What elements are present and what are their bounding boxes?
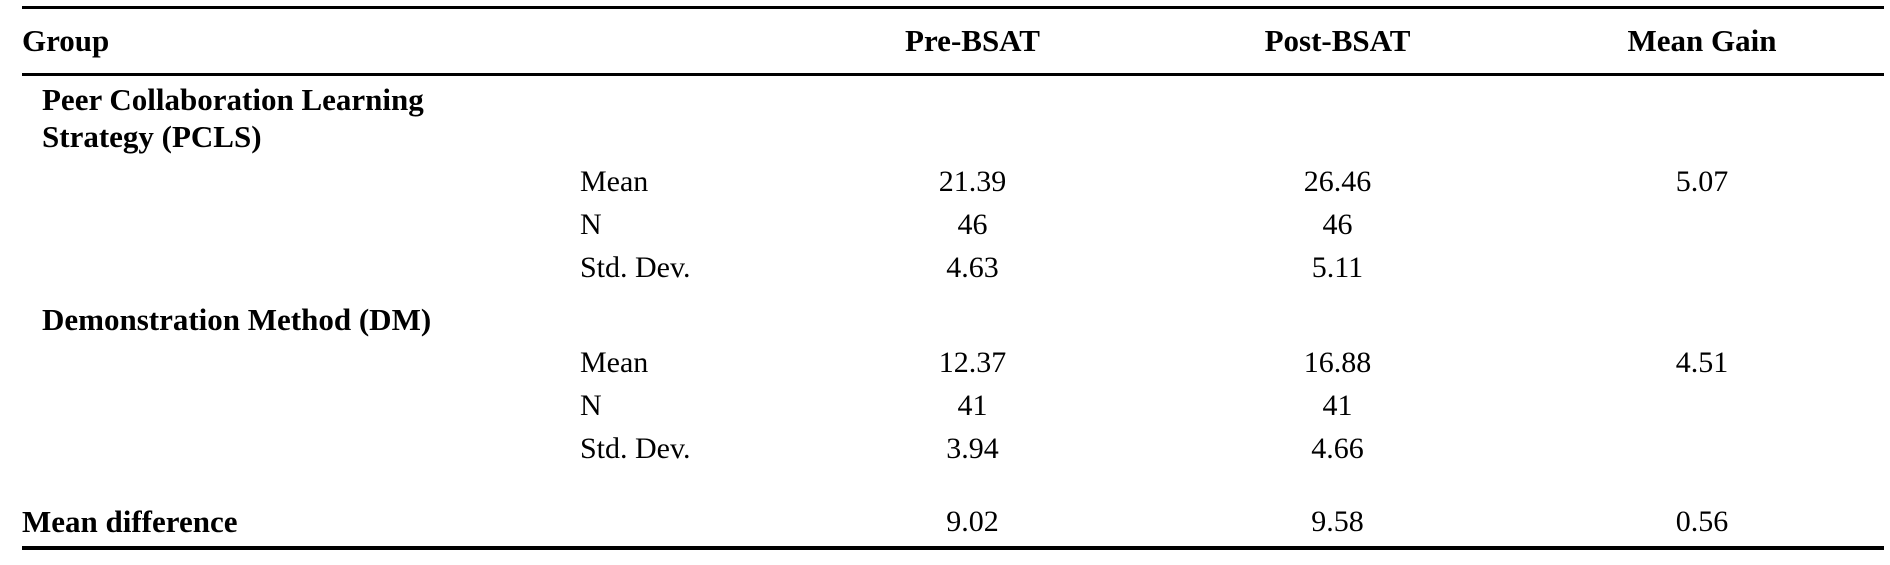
empty-cell [22,341,580,384]
group-name-pcls: Peer Collaboration Learning Strategy (PC… [42,82,424,154]
value-meandiff-post: 9.58 [1155,498,1520,550]
table-header-row: Group Pre-BSAT Post-BSAT Mean Gain [22,6,1884,76]
stat-label-n: N [580,207,602,241]
empty-cell [22,246,580,289]
summary-label: Mean difference [22,498,580,550]
group-row-dm: Demonstration Method (DM) [22,289,1884,341]
stat-row-pcls-mean: Mean 21.39 26.46 5.07 [22,160,1884,203]
value-dm-mean-pre: 12.37 [938,345,1007,379]
stat-label-mean: Mean [580,164,649,198]
value-pcls-stddev-pre: 4.63 [946,250,999,284]
stat-row-pcls-n: N 46 46 [22,203,1884,246]
value-dm-mean-post: 16.88 [1303,345,1372,379]
value-pcls-n-pre: 46 [957,207,988,241]
value-pcls-n-post: 46 [1322,207,1353,241]
bsat-results-table: Group Pre-BSAT Post-BSAT Mean Gain Peer … [22,6,1884,550]
stat-row-dm-n: N 41 41 [22,384,1884,427]
empty-cell [22,160,580,203]
column-header-mean-gain: Mean Gain [1520,6,1884,76]
value-pcls-stddev-gain [1520,246,1884,289]
summary-row-mean-difference: Mean difference 9.02 9.58 0.56 [22,498,1884,550]
group-row-pcls: Peer Collaboration Learning Strategy (PC… [22,75,1884,161]
value-dm-n-gain [1520,384,1884,427]
value-dm-stddev-pre: 3.94 [946,431,999,465]
value-pcls-n-gain [1520,203,1884,246]
value-pcls-mean-post: 26.46 [1303,164,1372,198]
stat-label-stddev: Std. Dev. [580,250,691,284]
stat-row-pcls-stddev: Std. Dev. 4.63 5.11 [22,246,1884,289]
value-pcls-mean-gain: 5.07 [1675,164,1729,198]
column-header-group: Group [22,6,580,76]
stat-label-n: N [580,388,602,422]
value-dm-stddev-gain [1520,427,1884,470]
spacer-row [22,470,1884,498]
stat-label-mean: Mean [580,345,649,379]
column-header-post-bsat: Post-BSAT [1155,6,1520,76]
stat-row-dm-stddev: Std. Dev. 3.94 4.66 [22,427,1884,470]
value-meandiff-gain: 0.56 [1520,498,1884,550]
group-name-dm: Demonstration Method (DM) [42,302,432,337]
empty-cell [22,470,1884,498]
value-meandiff-pre: 9.02 [790,498,1155,550]
empty-cell [22,203,580,246]
empty-cell [22,427,580,470]
value-pcls-mean-pre: 21.39 [938,164,1007,198]
stat-label-stddev: Std. Dev. [580,431,691,465]
column-header-spacer [580,6,790,76]
stat-row-dm-mean: Mean 12.37 16.88 4.51 [22,341,1884,384]
value-dm-n-pre: 41 [957,388,988,422]
empty-cell [580,498,790,550]
value-dm-n-post: 41 [1322,388,1353,422]
empty-cell [22,384,580,427]
column-header-pre-bsat: Pre-BSAT [790,6,1155,76]
value-dm-mean-gain: 4.51 [1675,345,1729,379]
value-pcls-stddev-post: 5.11 [1311,250,1364,284]
value-dm-stddev-post: 4.66 [1311,431,1364,465]
